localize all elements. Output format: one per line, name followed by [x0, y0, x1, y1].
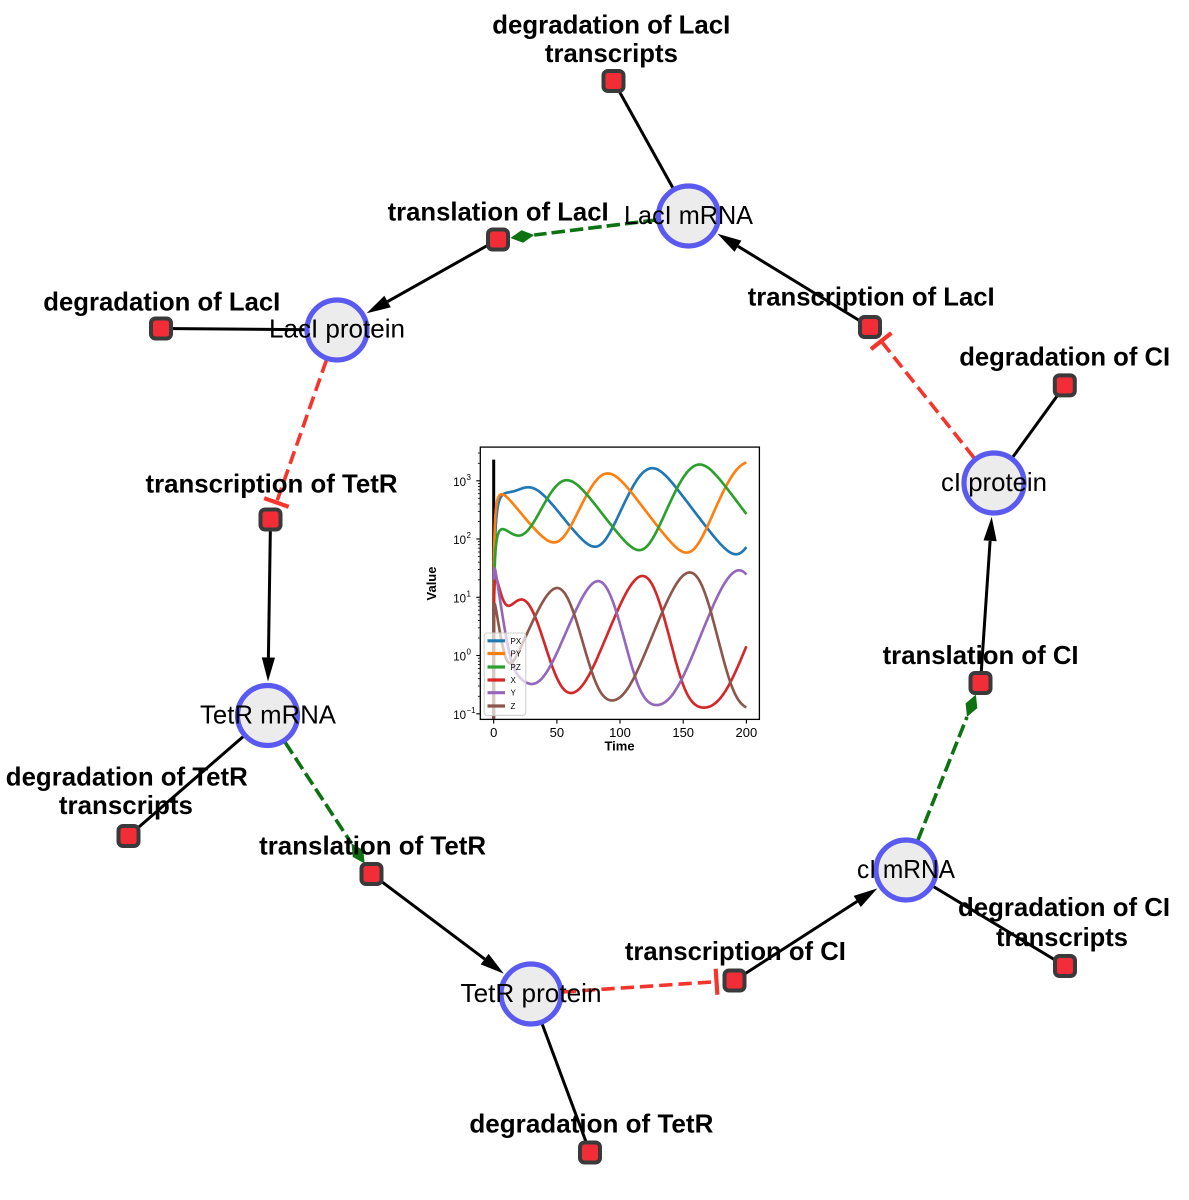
- svg-text:degradation of CI: degradation of CI: [959, 342, 1170, 372]
- svg-text:0: 0: [490, 725, 497, 740]
- svg-text:degradation of CI: degradation of CI: [958, 892, 1170, 922]
- svg-text:X: X: [511, 676, 517, 685]
- svg-text:0: 0: [467, 648, 472, 657]
- svg-text:degradation of TetR: degradation of TetR: [6, 761, 248, 791]
- svg-text:Value: Value: [424, 567, 439, 601]
- svg-text:transcription of LacI: transcription of LacI: [748, 281, 995, 311]
- svg-text:degradation of TetR: degradation of TetR: [469, 1109, 713, 1139]
- svg-text:10: 10: [453, 535, 466, 547]
- svg-text:transcripts: transcripts: [996, 922, 1128, 952]
- svg-text:translation of TetR: translation of TetR: [259, 830, 486, 860]
- svg-text:degradation of LacI: degradation of LacI: [492, 10, 730, 40]
- svg-text:1: 1: [467, 589, 472, 598]
- svg-text:LacI protein: LacI protein: [269, 314, 405, 344]
- svg-text:150: 150: [672, 725, 694, 740]
- svg-text:50: 50: [550, 725, 564, 740]
- svg-text:3: 3: [467, 473, 472, 482]
- svg-text:200: 200: [736, 725, 758, 740]
- svg-text:translation of LacI: translation of LacI: [388, 197, 609, 227]
- svg-text:Time: Time: [604, 739, 634, 754]
- svg-text:transcription of TetR: transcription of TetR: [146, 468, 398, 498]
- svg-text:LacI mRNA: LacI mRNA: [624, 200, 754, 230]
- svg-text:−1: −1: [467, 706, 477, 715]
- svg-text:Y: Y: [511, 689, 517, 698]
- svg-text:transcription of CI: transcription of CI: [625, 936, 846, 966]
- svg-text:Z: Z: [511, 702, 516, 711]
- svg-text:TetR mRNA: TetR mRNA: [200, 699, 337, 729]
- svg-text:degradation of LacI: degradation of LacI: [43, 287, 280, 317]
- svg-text:2: 2: [467, 531, 472, 540]
- svg-text:translation of CI: translation of CI: [883, 640, 1079, 670]
- svg-text:10: 10: [453, 593, 466, 605]
- svg-text:cI protein: cI protein: [941, 467, 1047, 497]
- svg-text:PZ: PZ: [511, 663, 521, 672]
- svg-text:transcripts: transcripts: [59, 790, 193, 820]
- svg-text:PX: PX: [511, 637, 522, 646]
- svg-text:10: 10: [453, 652, 466, 664]
- svg-text:transcripts: transcripts: [545, 38, 678, 68]
- svg-text:10: 10: [453, 477, 466, 489]
- svg-text:cI mRNA: cI mRNA: [857, 854, 956, 884]
- svg-text:100: 100: [609, 725, 631, 740]
- svg-text:TetR protein: TetR protein: [461, 978, 602, 1008]
- svg-text:10: 10: [453, 710, 466, 722]
- svg-text:PY: PY: [511, 650, 522, 659]
